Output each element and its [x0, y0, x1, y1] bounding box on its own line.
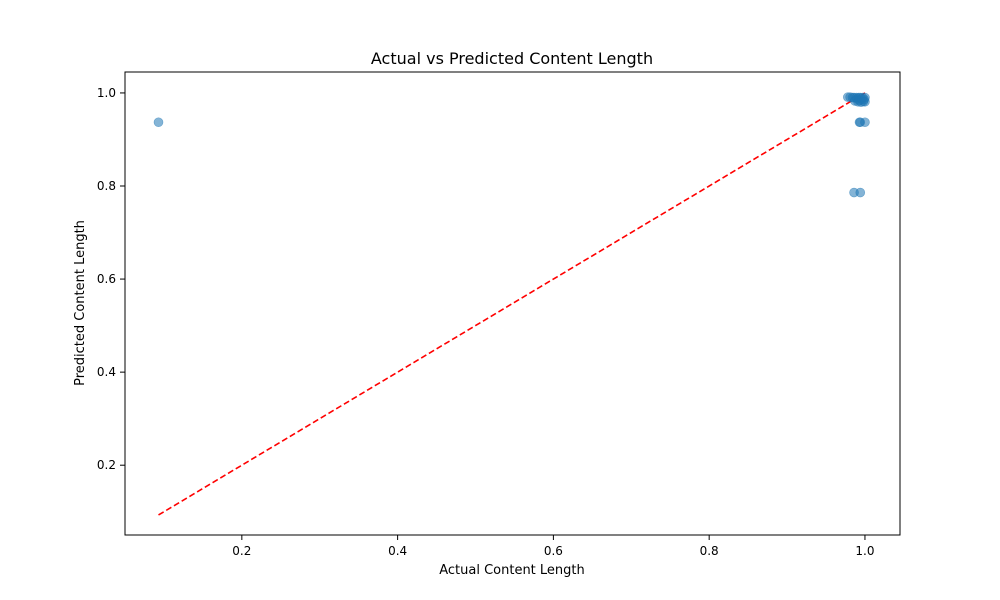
y-axis-label: Predicted Content Length	[73, 220, 88, 386]
chart-title: Actual vs Predicted Content Length	[371, 49, 653, 68]
x-axis-ticks: 0.2 0.4 0.6 0.8 1.0	[232, 535, 874, 558]
x-tick-label: 0.6	[544, 544, 563, 558]
scatter-point	[855, 187, 866, 198]
y-tick-label: 1.0	[97, 86, 116, 100]
plot-area-frame	[124, 71, 901, 536]
reference-line-layer	[158, 92, 866, 516]
x-tick-label: 0.8	[700, 544, 719, 558]
y-tick-label: 0.4	[97, 365, 116, 379]
y-axis-ticks: 0.2 0.4 0.6 0.8 1.0	[97, 86, 125, 472]
y-tick-label: 0.6	[97, 272, 116, 286]
y-tick-label: 0.8	[97, 179, 116, 193]
x-axis-label: Actual Content Length	[439, 563, 585, 578]
x-tick-label: 1.0	[855, 544, 874, 558]
x-tick-label: 0.2	[232, 544, 251, 558]
scatter-point	[153, 117, 164, 128]
scatter-point	[860, 96, 870, 107]
x-tick-label: 0.4	[388, 544, 407, 558]
points-layer	[153, 92, 870, 198]
scatter-point	[860, 117, 870, 128]
reference-line	[158, 92, 866, 516]
y-tick-label: 0.2	[97, 458, 116, 472]
